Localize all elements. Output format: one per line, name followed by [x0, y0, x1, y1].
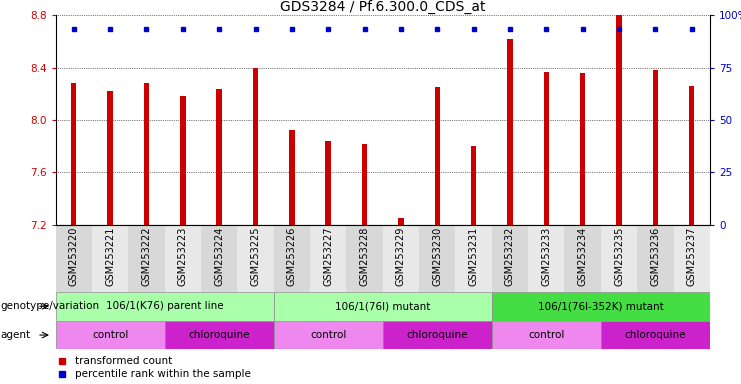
Text: chloroquine: chloroquine [625, 330, 686, 340]
Text: genotype/variation: genotype/variation [1, 301, 100, 311]
Text: GSM253233: GSM253233 [542, 227, 551, 286]
Bar [56, 225, 92, 292]
Bar [617, 13, 622, 225]
Bar [689, 86, 694, 225]
Bar [528, 225, 565, 292]
Bar [346, 225, 382, 292]
Text: GSM253237: GSM253237 [687, 227, 697, 286]
Bar [273, 225, 310, 292]
Bar [580, 73, 585, 225]
Bar [144, 83, 149, 225]
Bar [71, 83, 76, 225]
Text: GSM253226: GSM253226 [287, 227, 297, 286]
Bar [492, 321, 601, 349]
Bar [601, 225, 637, 292]
Bar [253, 68, 258, 225]
Bar [165, 321, 273, 349]
Bar [382, 225, 419, 292]
Text: GSM253222: GSM253222 [142, 227, 151, 286]
Text: GSM253235: GSM253235 [614, 227, 624, 286]
Text: 106/1(76I-352K) mutant: 106/1(76I-352K) mutant [538, 301, 664, 311]
Bar [601, 321, 710, 349]
Bar [237, 225, 273, 292]
Bar [273, 321, 382, 349]
Bar [544, 71, 549, 225]
Title: GDS3284 / Pf.6.300.0_CDS_at: GDS3284 / Pf.6.300.0_CDS_at [280, 0, 485, 14]
Text: GSM253234: GSM253234 [578, 227, 588, 286]
Text: percentile rank within the sample: percentile rank within the sample [75, 369, 251, 379]
Text: GSM253227: GSM253227 [323, 227, 333, 286]
Text: 106/1(76I) mutant: 106/1(76I) mutant [335, 301, 431, 311]
Text: control: control [310, 330, 346, 340]
Text: GSM253224: GSM253224 [214, 227, 224, 286]
Text: GSM253231: GSM253231 [468, 227, 479, 286]
Text: GSM253232: GSM253232 [505, 227, 515, 286]
Text: GSM253236: GSM253236 [651, 227, 660, 286]
Bar [382, 321, 492, 349]
Text: GSM253223: GSM253223 [178, 227, 187, 286]
Bar [216, 89, 222, 225]
Text: GSM253225: GSM253225 [250, 227, 261, 286]
Bar [674, 225, 710, 292]
Text: chloroquine: chloroquine [188, 330, 250, 340]
Bar [492, 225, 528, 292]
Bar [56, 321, 165, 349]
Bar [273, 292, 492, 321]
Text: control: control [528, 330, 565, 340]
Bar [56, 292, 273, 321]
Bar [471, 146, 476, 225]
Bar [107, 91, 113, 225]
Text: chloroquine: chloroquine [407, 330, 468, 340]
Bar [362, 144, 368, 225]
Text: control: control [92, 330, 128, 340]
Text: GSM253230: GSM253230 [432, 227, 442, 286]
Bar [398, 218, 404, 225]
Bar [456, 225, 492, 292]
Text: 106/1(K76) parent line: 106/1(K76) parent line [106, 301, 224, 311]
Bar [565, 225, 601, 292]
Text: GSM253220: GSM253220 [69, 227, 79, 286]
Text: GSM253228: GSM253228 [359, 227, 370, 286]
Bar [289, 131, 295, 225]
Bar [434, 87, 440, 225]
Bar [508, 39, 513, 225]
Bar [653, 70, 658, 225]
Bar [419, 225, 456, 292]
Bar [165, 225, 201, 292]
Bar [92, 225, 128, 292]
Bar [201, 225, 237, 292]
Text: GSM253229: GSM253229 [396, 227, 406, 286]
Bar [637, 225, 674, 292]
Text: transformed count: transformed count [75, 356, 173, 366]
Text: GSM253221: GSM253221 [105, 227, 115, 286]
Bar [128, 225, 165, 292]
Bar [325, 141, 331, 225]
Text: agent: agent [1, 330, 31, 340]
Bar [310, 225, 346, 292]
Bar [180, 96, 185, 225]
Bar [492, 292, 710, 321]
